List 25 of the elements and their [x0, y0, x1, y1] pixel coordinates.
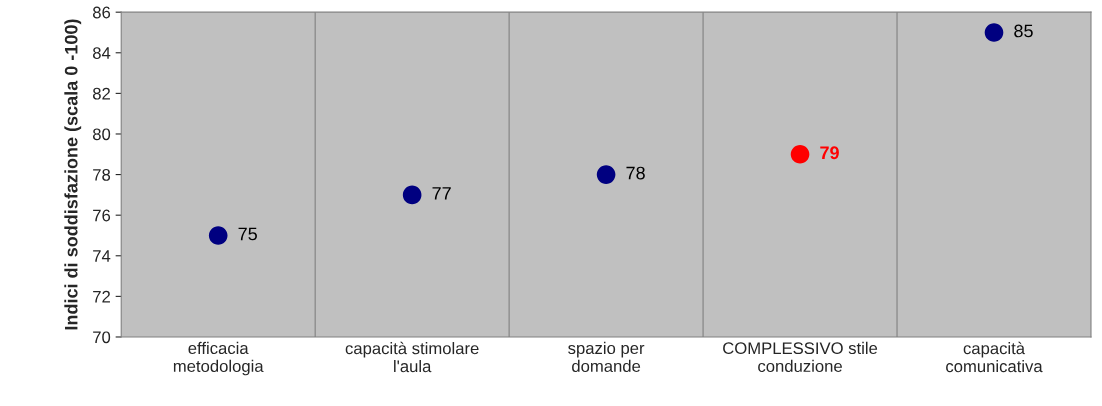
- y-tick-label: 82: [92, 87, 110, 100]
- y-tick-label: 84: [92, 47, 111, 59]
- y-tick-label: 86: [92, 6, 111, 19]
- x-tick-label: COMPLESSIVO stile conduzione: [723, 341, 878, 373]
- y-tick-label: 78: [93, 168, 111, 181]
- data-label: 75: [238, 227, 257, 241]
- x-tick-label: capacità stimolare l'aula: [345, 341, 479, 373]
- y-tick-label: 70: [93, 331, 111, 344]
- y-tick-label: 74: [93, 250, 111, 262]
- data-label: 79: [820, 146, 839, 160]
- data-label: 77: [432, 187, 451, 200]
- y-tick-label: 80: [92, 128, 111, 141]
- data-label: 85: [1014, 24, 1033, 38]
- point: [596, 165, 616, 184]
- data-label: 78: [626, 166, 645, 180]
- point: [402, 185, 422, 205]
- x-tick-label: capacità comunicativa: [946, 341, 1043, 373]
- x-tick-label: spazio per domande: [568, 341, 645, 373]
- point: [790, 144, 810, 164]
- x-tick-label: efficacia metodologia: [173, 341, 264, 376]
- point: [208, 226, 228, 245]
- point: [984, 23, 1004, 42]
- y-tick-label: 72: [93, 290, 110, 303]
- y-axis-title: Indici di soddisfazione (scala 0 -100): [64, 19, 82, 330]
- y-tick-label: 76: [93, 209, 111, 222]
